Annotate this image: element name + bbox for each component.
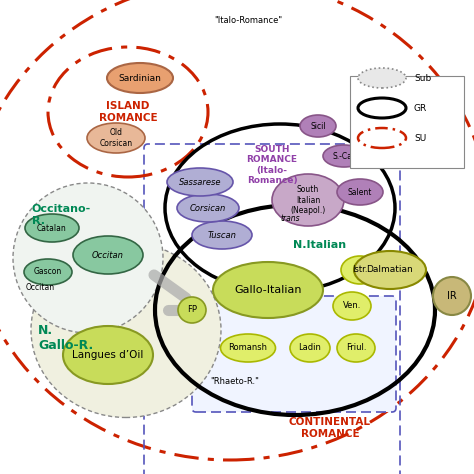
Text: Tuscan: Tuscan bbox=[208, 230, 237, 239]
Ellipse shape bbox=[25, 214, 79, 242]
Text: GR: GR bbox=[414, 103, 427, 112]
Text: FP: FP bbox=[187, 306, 197, 315]
Text: IR: IR bbox=[447, 291, 457, 301]
Text: Sassarese: Sassarese bbox=[179, 177, 221, 186]
Text: Istr.: Istr. bbox=[352, 265, 368, 274]
Text: Wider
Sicilian: Wider Sicilian bbox=[352, 120, 377, 134]
Ellipse shape bbox=[107, 63, 173, 93]
Text: ISLAND
ROMANCE: ISLAND ROMANCE bbox=[99, 101, 157, 123]
Ellipse shape bbox=[337, 334, 375, 362]
Text: Occitan: Occitan bbox=[26, 283, 55, 292]
Text: Ven.: Ven. bbox=[343, 301, 361, 310]
Text: Langues d’Oil: Langues d’Oil bbox=[73, 350, 144, 360]
Text: S.-Cal: S.-Cal bbox=[333, 152, 355, 161]
Ellipse shape bbox=[87, 123, 145, 153]
Text: "Rhaeto-R.": "Rhaeto-R." bbox=[210, 377, 259, 386]
Text: "Italo-Romance": "Italo-Romance" bbox=[214, 16, 282, 25]
Text: Corsican: Corsican bbox=[190, 203, 226, 212]
Ellipse shape bbox=[177, 194, 239, 222]
Text: Sicil: Sicil bbox=[310, 121, 326, 130]
Text: SU: SU bbox=[414, 134, 426, 143]
Ellipse shape bbox=[323, 145, 365, 167]
Ellipse shape bbox=[337, 179, 383, 205]
FancyBboxPatch shape bbox=[350, 76, 464, 168]
Ellipse shape bbox=[300, 115, 336, 137]
Ellipse shape bbox=[213, 262, 323, 318]
Ellipse shape bbox=[73, 236, 143, 274]
Ellipse shape bbox=[433, 277, 471, 315]
Ellipse shape bbox=[167, 168, 233, 196]
Text: SOUTH
ROMANCE
(Italo-
Romance): SOUTH ROMANCE (Italo- Romance) bbox=[246, 145, 298, 185]
Text: CONTINENTAL
ROMANCE: CONTINENTAL ROMANCE bbox=[289, 417, 371, 439]
Text: Romansh: Romansh bbox=[228, 344, 267, 353]
Ellipse shape bbox=[341, 256, 379, 284]
Text: Gascon: Gascon bbox=[34, 267, 62, 276]
Text: Dalmatian: Dalmatian bbox=[366, 265, 413, 274]
Ellipse shape bbox=[13, 183, 163, 333]
Text: N.
Gallo-R.: N. Gallo-R. bbox=[38, 324, 93, 352]
Ellipse shape bbox=[24, 259, 72, 285]
Text: Ladin: Ladin bbox=[299, 344, 321, 353]
Ellipse shape bbox=[220, 334, 275, 362]
Text: Old
Corsican: Old Corsican bbox=[100, 128, 133, 148]
Text: N.Italian: N.Italian bbox=[293, 240, 346, 250]
Ellipse shape bbox=[272, 174, 344, 226]
Text: Catalan: Catalan bbox=[37, 224, 67, 233]
Ellipse shape bbox=[178, 297, 206, 323]
Text: Occitano-
R.: Occitano- R. bbox=[32, 204, 91, 226]
Ellipse shape bbox=[31, 243, 221, 418]
Ellipse shape bbox=[63, 326, 153, 384]
Text: Gallo-Italian: Gallo-Italian bbox=[234, 285, 302, 295]
Text: Sardinian: Sardinian bbox=[118, 73, 162, 82]
Ellipse shape bbox=[333, 292, 371, 320]
Text: Salent: Salent bbox=[348, 188, 372, 197]
Ellipse shape bbox=[354, 251, 426, 289]
Text: Friul.: Friul. bbox=[346, 344, 366, 353]
Text: South
Italian
(Neapol.): South Italian (Neapol.) bbox=[291, 185, 326, 215]
Text: Occitan: Occitan bbox=[92, 250, 124, 259]
Text: trans: trans bbox=[280, 213, 300, 222]
Ellipse shape bbox=[358, 68, 406, 88]
Ellipse shape bbox=[192, 221, 252, 249]
FancyBboxPatch shape bbox=[192, 296, 396, 412]
Ellipse shape bbox=[290, 334, 330, 362]
Text: Sub: Sub bbox=[414, 73, 431, 82]
